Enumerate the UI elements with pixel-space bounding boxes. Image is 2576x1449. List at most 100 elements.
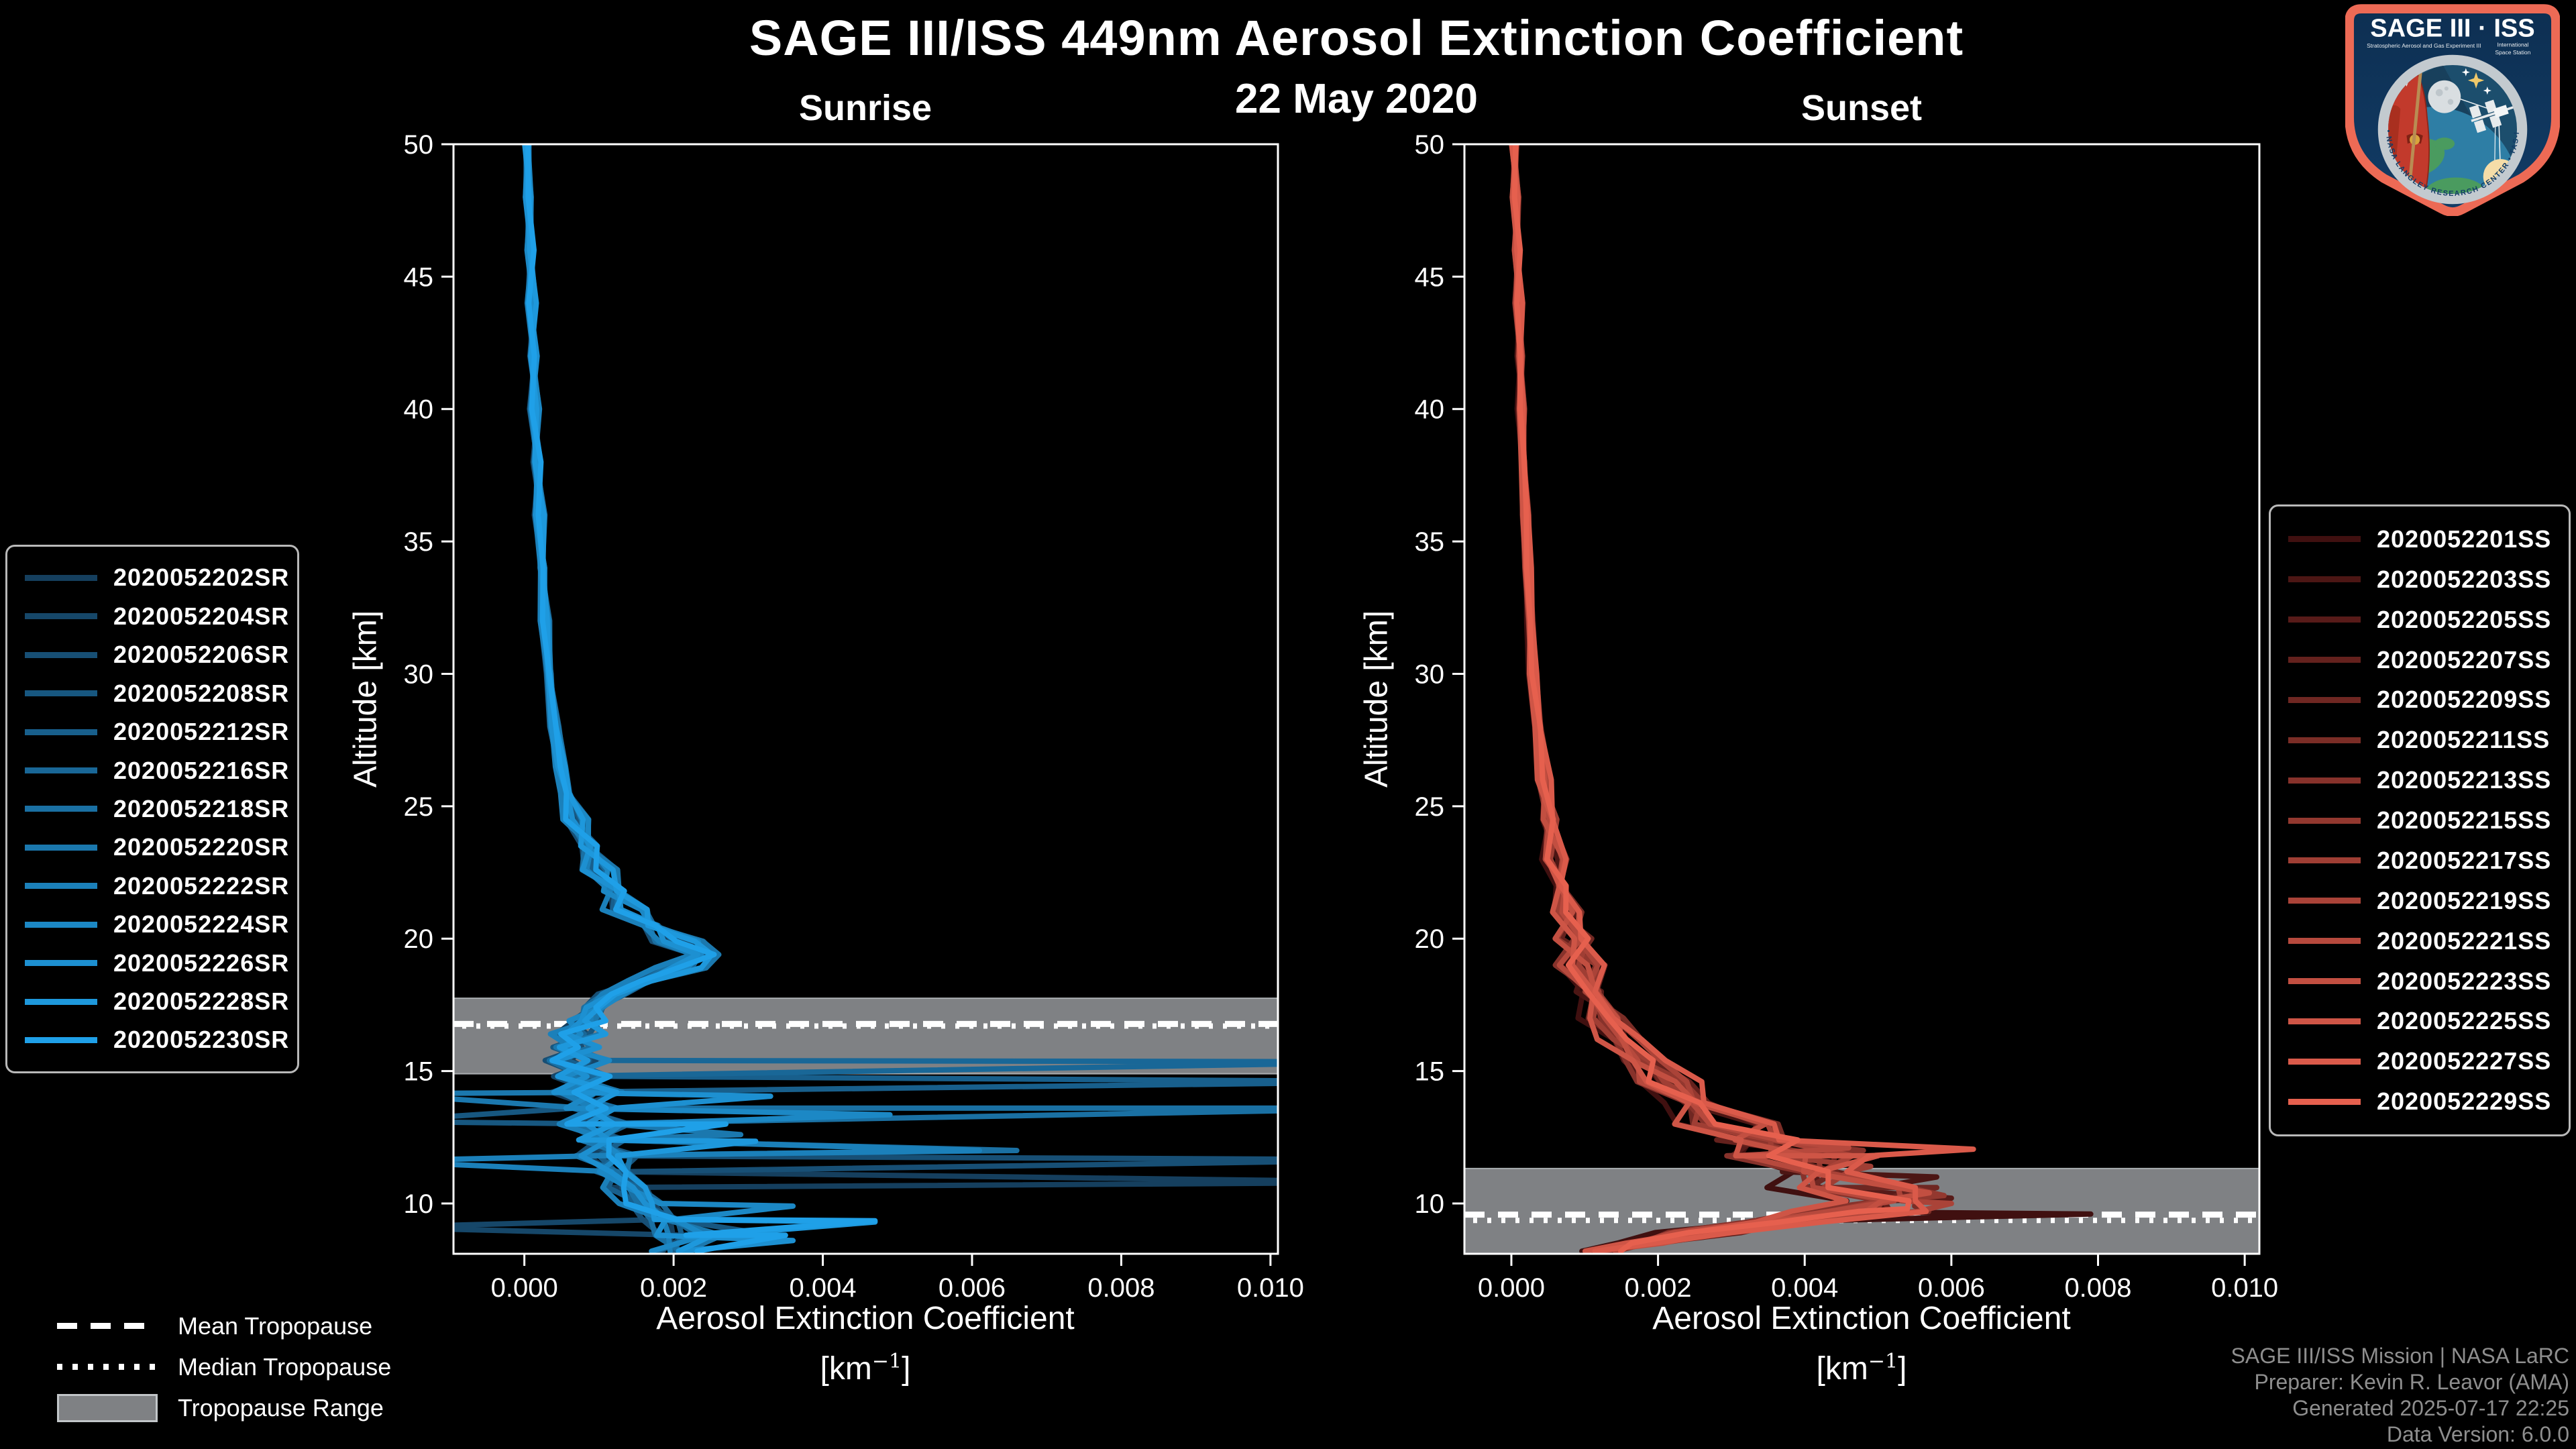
x-axis-unit-sunrise: [km−1]	[820, 1350, 911, 1387]
x-tick-label: 0.002	[1625, 1273, 1692, 1303]
x-axis-label-sunrise: Aerosol Extinction Coefficient	[656, 1301, 1075, 1336]
series-2020052205SS	[1511, 144, 1954, 1254]
legend-line-swatch	[2288, 1018, 2361, 1024]
legend-item: 2020052204SR	[7, 602, 297, 631]
y-tick-label: 25	[404, 792, 434, 822]
legend-line-swatch	[2288, 536, 2361, 543]
legend-line-swatch	[25, 767, 97, 774]
x-tick-label: 0.006	[938, 1273, 1006, 1303]
series-2020052201SS	[1510, 144, 2094, 1254]
legend-label: 2020052205SS	[2377, 605, 2552, 633]
legend-label: 2020052212SR	[113, 718, 290, 746]
legend-item: 2020052224SR	[7, 910, 297, 938]
y-tick-label: 10	[404, 1189, 434, 1219]
footer-data-version: Data Version: 6.0.0	[2386, 1422, 2569, 1446]
legend-line-swatch	[2288, 857, 2361, 864]
legend-item: 2020052207SS	[2271, 646, 2569, 674]
x-tick-label: 0.008	[2064, 1273, 2131, 1303]
legend-label: 2020052224SR	[113, 910, 290, 938]
legend-label: 2020052216SR	[113, 756, 290, 784]
legend-label: 2020052222SR	[113, 871, 290, 900]
median-tropopause-label: Median Tropopause	[178, 1352, 392, 1381]
y-tick-label: 40	[404, 395, 434, 425]
legend-item: 2020052203SS	[2271, 566, 2569, 594]
legend-sunset: 2020052201SS 2020052203SS 2020052205SS 2020…	[2269, 504, 2571, 1136]
legend-line-swatch	[25, 613, 97, 620]
legend-label: 2020052221SS	[2377, 926, 2552, 955]
dashed-line-swatch	[57, 1323, 158, 1329]
x-tick-label: 0.002	[640, 1273, 707, 1303]
legend-item: 2020052206SR	[7, 641, 297, 669]
patch-subtitle-left: Stratospheric Aerosol and Gas Experiment…	[2367, 42, 2481, 49]
y-tick-label: 10	[1415, 1189, 1445, 1219]
footer-mission: SAGE III/ISS Mission | NASA LaRC	[2231, 1344, 2569, 1368]
y-tick-label: 20	[404, 924, 434, 954]
series-2020052207SS	[1511, 144, 1917, 1254]
legend-label: 2020052201SS	[2377, 525, 2552, 553]
legend-line-swatch	[2288, 898, 2361, 904]
legend-line-swatch	[25, 960, 97, 967]
legend-label: 2020052211SS	[2377, 726, 2551, 754]
patch-subtitle-int: International	[2497, 42, 2528, 48]
legend-label: 2020052217SS	[2377, 846, 2552, 874]
patch-iss	[2469, 91, 2517, 133]
y-tick-label: 50	[1415, 130, 1445, 160]
y-tick-label: 15	[1415, 1057, 1445, 1087]
series-2020052230SR	[525, 144, 878, 1254]
legend-label: 2020052220SR	[113, 833, 290, 861]
page-title: SAGE III/ISS 449nm Aerosol Extinction Co…	[749, 10, 1964, 66]
legend-line-swatch	[2288, 576, 2361, 583]
legend-line-swatch	[25, 998, 97, 1005]
legend-line-swatch	[2288, 978, 2361, 984]
legend-label: 2020052219SS	[2377, 886, 2552, 914]
legend-row-mean-tropopause: Mean Tropopause	[57, 1305, 391, 1346]
legend-item: 2020052201SS	[2271, 525, 2569, 553]
legend-label: 2020052230SR	[113, 1026, 290, 1054]
sage-iss-logo: SAGE III · ISS Stratospheric Aerosol and…	[2345, 4, 2560, 216]
legend-label: 2020052227SS	[2377, 1047, 2552, 1075]
patch-subtitle-iss: Space Station	[2495, 49, 2530, 56]
patch-title: SAGE III · ISS	[2370, 14, 2534, 42]
legend-line-swatch	[2288, 616, 2361, 623]
legend-label: 2020052228SR	[113, 987, 290, 1016]
legend-label: 2020052203SS	[2377, 565, 2552, 593]
legend-item: 2020052222SR	[7, 872, 297, 900]
legend-label: 2020052218SR	[113, 794, 290, 822]
y-tick-label: 30	[1415, 659, 1445, 689]
legend-item: 2020052212SR	[7, 718, 297, 746]
x-axis-label-sunset: Aerosol Extinction Coefficient	[1652, 1301, 2071, 1336]
legend-item: 2020052217SS	[2271, 847, 2569, 875]
plot-sunrise: 0.000 0.002 0.004 0.006 0.008 0.010 10 15 20 25 30…	[404, 130, 1304, 1303]
series-2020052213SS	[1511, 144, 1884, 1254]
series-2020052209SS	[1509, 144, 1939, 1254]
series-2020052212SR	[525, 144, 1278, 1254]
series-2020052228SR	[522, 144, 878, 1254]
y-tick-label: 45	[1415, 262, 1445, 292]
legend-line-swatch	[2288, 737, 2361, 743]
legend-label: 2020052204SR	[113, 602, 290, 630]
y-tick-label: 35	[1415, 527, 1445, 557]
series-2020052203SS	[1509, 144, 1939, 1254]
tropopause-range-label: Tropopause Range	[178, 1393, 384, 1421]
range-patch-swatch	[57, 1393, 158, 1422]
legend-line-swatch	[25, 844, 97, 851]
footer-preparer: Preparer: Kevin R. Leavor (AMA)	[2254, 1370, 2570, 1394]
legend-item: 2020052211SS	[2271, 726, 2569, 754]
legend-item: 2020052225SS	[2271, 1007, 2569, 1035]
series-2020052217SS	[1509, 144, 1886, 1254]
series-2020052226SR	[523, 144, 796, 1254]
x-tick-label: 0.000	[491, 1273, 558, 1303]
legend-item: 2020052216SR	[7, 757, 297, 785]
panel-title-sunrise: Sunrise	[798, 88, 932, 128]
legend-line-swatch	[25, 651, 97, 658]
series-2020052229SS	[1511, 144, 1912, 1254]
y-tick-label: 15	[404, 1057, 434, 1087]
legend-label: 2020052209SS	[2377, 686, 2552, 714]
legend-label: 2020052207SS	[2377, 645, 2552, 674]
legend-line-swatch	[2288, 696, 2361, 703]
legend-item: 2020052227SS	[2271, 1047, 2569, 1075]
legend-line-swatch	[2288, 938, 2361, 945]
legend-line-swatch	[2288, 1058, 2361, 1065]
series-2020052223SS	[1511, 144, 1933, 1254]
legend-row-tropopause-range: Tropopause Range	[57, 1387, 391, 1428]
